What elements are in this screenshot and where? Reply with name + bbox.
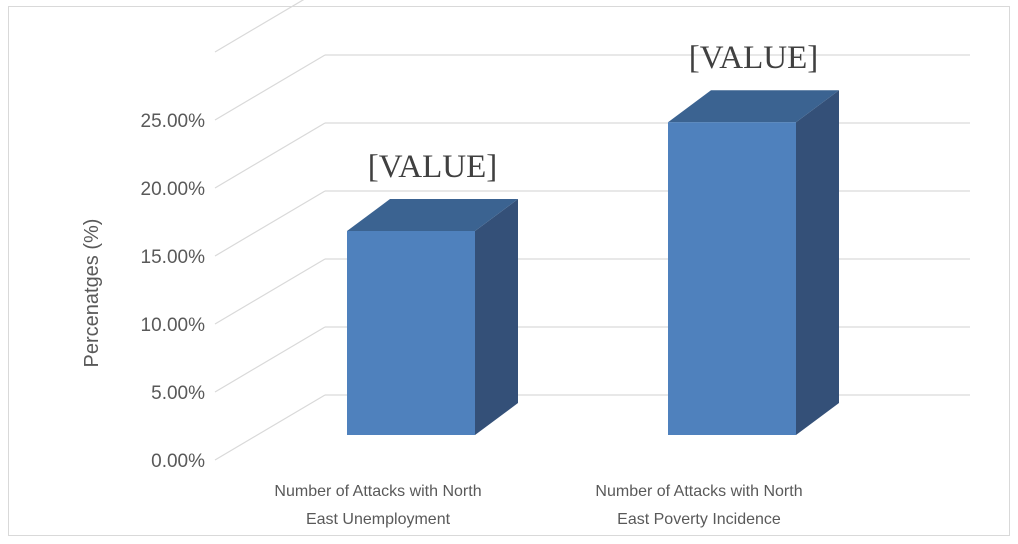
y-tick-label: 15.00%: [141, 247, 206, 268]
y-tick-label: 25.00%: [141, 111, 206, 132]
bar-side: [475, 199, 518, 435]
y-axis-label: Percenatges (%): [81, 219, 103, 368]
gridline-diagonal: [214, 326, 326, 393]
gridlines: [214, 0, 970, 461]
y-axis-ticks: 0.00% 5.00% 10.00% 15.00% 20.00% 25.00%: [141, 111, 206, 472]
y-tick-label: 5.00%: [151, 383, 205, 404]
gridline-diagonal: [214, 0, 305, 53]
gridline-diagonal: [214, 258, 326, 325]
x-axis-categories: Number of Attacks with North East Unemplo…: [274, 483, 802, 528]
bar-side: [796, 90, 839, 435]
bar-top: [668, 90, 839, 123]
category-label: Number of Attacks with North: [274, 483, 481, 500]
data-label: [VALUE]: [689, 40, 819, 76]
bars: [VALUE] [VALUE]: [347, 40, 839, 435]
bar-front: [347, 231, 475, 435]
y-tick-label: 20.00%: [141, 179, 206, 200]
category-label: East Poverty Incidence: [617, 511, 781, 528]
bar-front: [668, 122, 796, 435]
gridline-diagonal: [214, 122, 326, 189]
category-label: Number of Attacks with North: [595, 483, 802, 500]
gridline-diagonal: [214, 394, 326, 461]
bar-top: [347, 199, 518, 231]
y-tick-label: 10.00%: [141, 315, 206, 336]
data-label: [VALUE]: [368, 149, 498, 185]
y-tick-label: 0.00%: [151, 451, 205, 472]
bar: [VALUE]: [347, 149, 518, 435]
gridline-diagonal: [214, 54, 326, 121]
bar: [VALUE]: [668, 40, 839, 435]
category-label: East Unemployment: [306, 511, 451, 528]
gridline-diagonal: [214, 190, 326, 257]
